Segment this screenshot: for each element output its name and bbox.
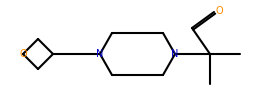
Text: N: N	[171, 49, 179, 59]
Text: O: O	[215, 6, 223, 16]
Text: N: N	[96, 49, 104, 59]
Text: O: O	[19, 49, 27, 59]
